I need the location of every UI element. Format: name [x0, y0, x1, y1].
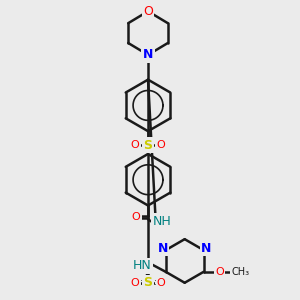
Text: N: N — [158, 242, 168, 255]
Text: O: O — [157, 140, 165, 150]
Text: O: O — [215, 267, 224, 277]
Text: HN: HN — [133, 260, 152, 272]
Text: S: S — [143, 139, 152, 152]
Text: O: O — [131, 140, 140, 150]
Text: O: O — [131, 278, 140, 288]
Text: O: O — [143, 5, 153, 18]
Text: :: : — [140, 278, 142, 287]
Text: N: N — [201, 242, 212, 255]
Text: O: O — [157, 278, 165, 288]
Text: CH₃: CH₃ — [231, 267, 249, 277]
Text: :: : — [154, 278, 156, 287]
Text: S: S — [143, 276, 152, 289]
Text: NH: NH — [152, 215, 171, 228]
Text: O: O — [132, 212, 140, 222]
Text: N: N — [143, 48, 153, 62]
